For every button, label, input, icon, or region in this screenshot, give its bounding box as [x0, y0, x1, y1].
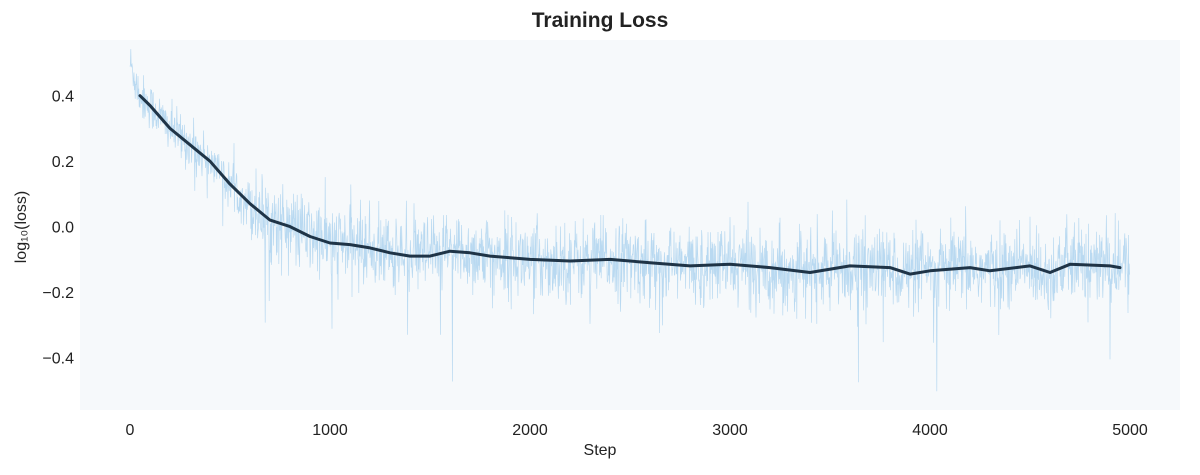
raw-loss-line	[129, 49, 1130, 392]
x-tick-label: 2000	[512, 422, 548, 439]
y-tick-label: 0.0	[52, 220, 74, 237]
x-tick-label: 0	[126, 422, 135, 439]
y-tick-label: −0.4	[42, 351, 74, 368]
x-tick-label: 5000	[1112, 422, 1148, 439]
y-axis-label: log₁₀(loss)	[13, 190, 30, 264]
y-tick-label: 0.2	[52, 154, 74, 171]
x-tick-label: 3000	[712, 422, 748, 439]
y-tick-label: −0.2	[42, 285, 74, 302]
x-tick-label: 1000	[312, 422, 348, 439]
x-tick-label: 4000	[912, 422, 948, 439]
raw-series	[129, 49, 1130, 392]
smoothed-series	[138, 94, 1122, 276]
plot-area	[80, 40, 1180, 410]
x-axis-label: Step	[583, 442, 617, 459]
axis-ticks: 0 1000 2000 3000 4000 5000 0.4 0.2 0.0 −0.2 −0.4	[42, 89, 1147, 439]
y-tick-label: 0.4	[52, 89, 74, 106]
chart-title: Training Loss	[531, 9, 669, 32]
